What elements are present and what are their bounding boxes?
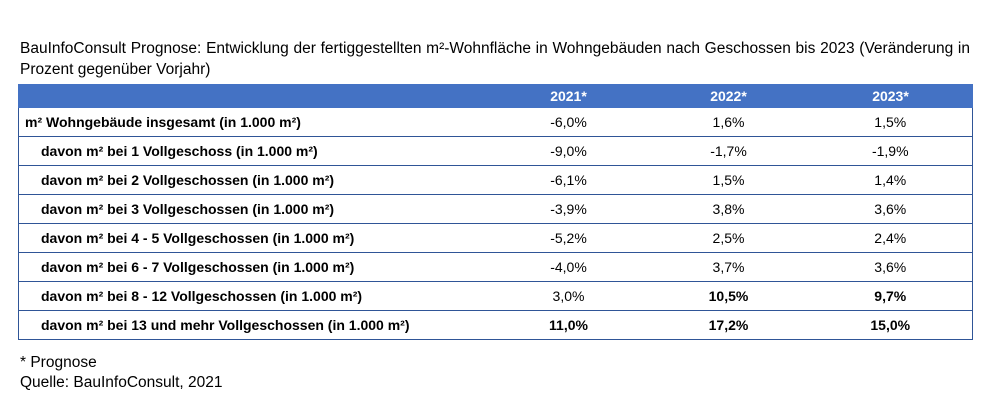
- value-cell: 1,5%: [808, 108, 973, 137]
- value-cell: 3,8%: [648, 194, 809, 224]
- header-row: 2021* 2022* 2023*: [18, 84, 973, 108]
- value-cell: 11,0%: [488, 310, 649, 340]
- value-cell: 1,4%: [808, 165, 973, 195]
- value-cell: -6,0%: [488, 108, 649, 137]
- column-header-2021: 2021*: [488, 84, 649, 108]
- row-label: davon m² bei 1 Vollgeschoss (in 1.000 m²…: [18, 136, 489, 166]
- header-label-cell: [18, 84, 489, 108]
- row-label: davon m² bei 8 - 12 Vollgeschossen (in 1…: [18, 281, 489, 311]
- table-row: davon m² bei 13 und mehr Vollgeschossen …: [18, 310, 973, 340]
- row-label: davon m² bei 4 - 5 Vollgeschossen (in 1.…: [18, 223, 489, 253]
- value-cell: 3,0%: [488, 281, 649, 311]
- value-cell: 10,5%: [648, 281, 809, 311]
- table-row: davon m² bei 3 Vollgeschossen (in 1.000 …: [18, 194, 973, 224]
- value-cell: 2,4%: [808, 223, 973, 253]
- value-cell: -1,9%: [808, 136, 973, 166]
- table-row: davon m² bei 8 - 12 Vollgeschossen (in 1…: [18, 281, 973, 311]
- value-cell: -1,7%: [648, 136, 809, 166]
- row-label: davon m² bei 6 - 7 Vollgeschossen (in 1.…: [18, 252, 489, 282]
- table-row: davon m² bei 4 - 5 Vollgeschossen (in 1.…: [18, 223, 973, 253]
- value-cell: -4,0%: [488, 252, 649, 282]
- value-cell: 15,0%: [808, 310, 973, 340]
- column-header-2023: 2023*: [808, 84, 973, 108]
- table-row: davon m² bei 2 Vollgeschossen (in 1.000 …: [18, 165, 973, 195]
- table-row: m² Wohngebäude insgesamt (in 1.000 m²) -…: [18, 108, 973, 137]
- value-cell: 3,7%: [648, 252, 809, 282]
- value-cell: 1,6%: [648, 108, 809, 137]
- table-row: davon m² bei 6 - 7 Vollgeschossen (in 1.…: [18, 252, 973, 282]
- row-label: m² Wohngebäude insgesamt (in 1.000 m²): [18, 108, 489, 137]
- value-cell: -5,2%: [488, 223, 649, 253]
- value-cell: -3,9%: [488, 194, 649, 224]
- row-label: davon m² bei 13 und mehr Vollgeschossen …: [18, 310, 489, 340]
- value-cell: 1,5%: [648, 165, 809, 195]
- source-note: Quelle: BauInfoConsult, 2021: [20, 374, 223, 391]
- column-header-2022: 2022*: [648, 84, 809, 108]
- row-label: davon m² bei 3 Vollgeschossen (in 1.000 …: [18, 194, 489, 224]
- value-cell: 2,5%: [648, 223, 809, 253]
- value-cell: 9,7%: [808, 281, 973, 311]
- value-cell: 3,6%: [808, 194, 973, 224]
- row-label: davon m² bei 2 Vollgeschossen (in 1.000 …: [18, 165, 489, 195]
- table-title: BauInfoConsult Prognose: Entwicklung der…: [20, 40, 970, 78]
- value-cell: -9,0%: [488, 136, 649, 166]
- table-row: davon m² bei 1 Vollgeschoss (in 1.000 m²…: [18, 136, 973, 166]
- value-cell: 3,6%: [808, 252, 973, 282]
- forecast-table: 2021* 2022* 2023* m² Wohngebäude insgesa…: [18, 84, 973, 340]
- value-cell: -6,1%: [488, 165, 649, 195]
- footnote: * Prognose: [20, 354, 97, 371]
- value-cell: 17,2%: [648, 310, 809, 340]
